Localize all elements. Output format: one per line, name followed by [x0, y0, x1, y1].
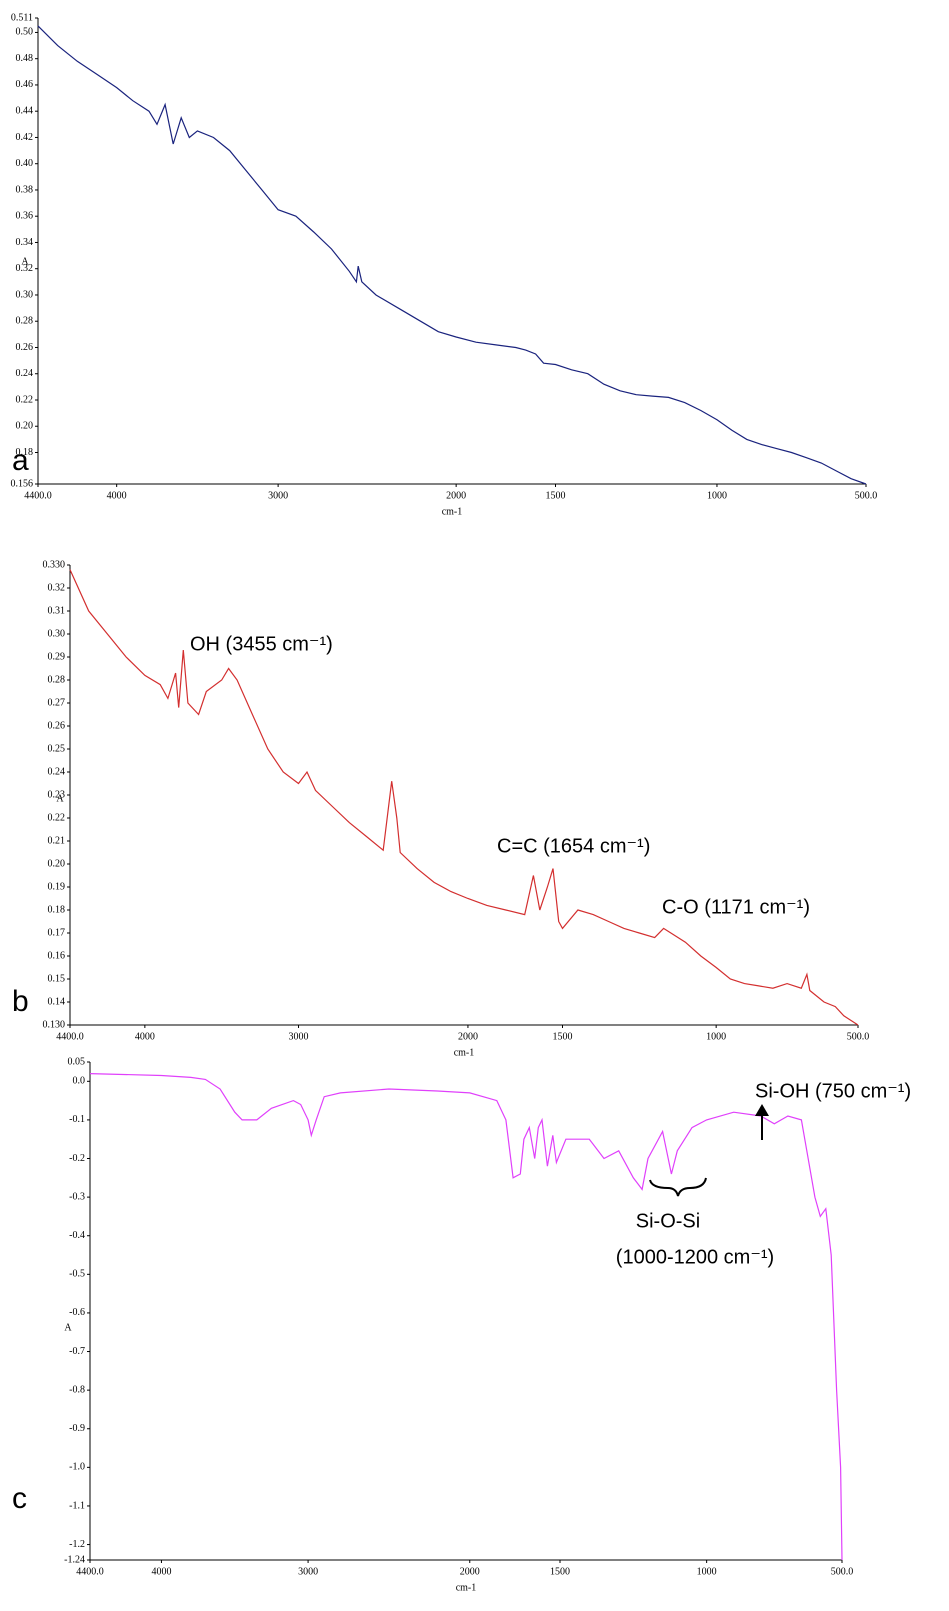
x-tick-label: 2000: [458, 1031, 478, 1042]
panel-label: b: [12, 985, 29, 1018]
y-tick-label: 0.28: [16, 316, 34, 327]
x-tick-label: 1500: [553, 1031, 573, 1042]
y-axis-label: A: [21, 256, 29, 267]
y-tick-label: 0.0: [73, 1076, 86, 1087]
spectrum-line: [89, 1073, 843, 1561]
x-tick-label: 4000: [135, 1031, 155, 1042]
y-tick-label: 0.130: [43, 1019, 66, 1030]
y-tick-label: 0.20: [16, 421, 34, 432]
y-tick-label: 0.30: [48, 628, 66, 639]
x-tick-label: 500.0: [855, 490, 878, 501]
y-tick-label: 0.16: [48, 950, 66, 961]
y-tick-label: 0.25: [48, 743, 66, 754]
y-tick-label: 0.32: [16, 263, 34, 274]
y-tick-label: 0.22: [48, 812, 66, 823]
y-tick-label: 0.46: [16, 79, 34, 90]
y-tick-label: 0.15: [48, 973, 66, 984]
annotation: Si-O-Si: [636, 1210, 700, 1232]
y-tick-label: 0.21: [48, 835, 66, 846]
y-tick-label: 0.19: [48, 881, 66, 892]
y-tick-label: 0.26: [48, 720, 66, 731]
x-tick-label: 1000: [706, 1031, 726, 1042]
y-tick-label: 0.14: [48, 996, 66, 1007]
x-tick-label: 4000: [107, 490, 127, 501]
y-tick-label: 0.26: [16, 342, 34, 353]
y-tick-label: 0.17: [48, 927, 66, 938]
y-tick-label: -0.8: [69, 1384, 85, 1395]
y-tick-label: 0.29: [48, 651, 66, 662]
y-tick-label: 0.31: [48, 605, 66, 616]
y-tick-label: -0.9: [69, 1423, 85, 1434]
x-tick-label: 1000: [707, 490, 727, 501]
x-tick-label: 4400.0: [76, 1566, 104, 1577]
y-tick-label: 0.511: [11, 12, 33, 23]
y-tick-label: 0.20: [48, 858, 66, 869]
x-tick-label: 500.0: [831, 1566, 854, 1577]
y-tick-label: 0.22: [16, 394, 34, 405]
x-tick-label: 2000: [446, 490, 466, 501]
x-tick-label: 4000: [151, 1566, 171, 1577]
x-axis-label: cm-1: [442, 506, 463, 517]
x-tick-label: 1000: [697, 1566, 717, 1577]
annotation: OH (3455 cm⁻¹): [190, 633, 333, 655]
y-tick-label: 0.28: [48, 674, 66, 685]
annotation: C=C (1654 cm⁻¹): [497, 835, 650, 857]
x-tick-label: 500.0: [847, 1031, 870, 1042]
y-tick-label: 0.18: [16, 447, 34, 458]
x-tick-label: 4400.0: [24, 490, 52, 501]
y-tick-label: -1.0: [69, 1462, 85, 1473]
y-tick-label: 0.24: [48, 766, 66, 777]
y-tick-label: 0.24: [16, 368, 34, 379]
y-tick-label: -1.24: [64, 1554, 85, 1565]
annotation: Si-OH (750 cm⁻¹): [755, 1080, 911, 1102]
x-tick-label: 1500: [546, 490, 566, 501]
spectrum-line: [37, 25, 867, 485]
y-tick-label: -1.1: [69, 1500, 85, 1511]
annotation: (1000-1200 cm⁻¹): [616, 1246, 774, 1268]
y-tick-label: 0.27: [48, 697, 66, 708]
y-tick-label: 0.40: [16, 158, 34, 169]
y-axis-label: A: [56, 793, 64, 804]
brace: [649, 1177, 707, 1197]
y-tick-label: -0.7: [69, 1346, 85, 1357]
x-axis-label: cm-1: [454, 1047, 475, 1058]
y-tick-label: -0.4: [69, 1230, 85, 1241]
y-tick-label: -0.2: [69, 1153, 85, 1164]
annotation: C-O (1171 cm⁻¹): [662, 896, 810, 918]
y-tick-label: 0.36: [16, 211, 34, 222]
x-tick-label: 3000: [289, 1031, 309, 1042]
y-tick-label: 0.18: [48, 904, 66, 915]
y-tick-label: 0.38: [16, 184, 34, 195]
x-tick-label: 3000: [298, 1566, 318, 1577]
x-tick-label: 4400.0: [56, 1031, 84, 1042]
panel-label: a: [12, 444, 29, 477]
y-tick-label: 0.156: [11, 478, 34, 489]
x-tick-label: 1500: [550, 1566, 570, 1577]
x-axis-label: cm-1: [456, 1582, 477, 1593]
y-tick-label: -0.6: [69, 1307, 85, 1318]
y-tick-label: 0.330: [43, 559, 66, 570]
y-tick-label: -1.2: [69, 1539, 85, 1550]
y-tick-label: 0.48: [16, 53, 34, 64]
y-tick-label: 0.50: [16, 27, 34, 38]
y-axis-label: A: [64, 1322, 72, 1333]
y-tick-label: 0.23: [48, 789, 66, 800]
y-tick-label: -0.5: [69, 1269, 85, 1280]
y-tick-label: -0.3: [69, 1191, 85, 1202]
y-tick-label: 0.30: [16, 289, 34, 300]
y-tick-label: -0.1: [69, 1114, 85, 1125]
y-tick-label: 0.05: [68, 1056, 86, 1067]
x-tick-label: 2000: [460, 1566, 480, 1577]
spectrum-line: [69, 569, 859, 1026]
y-tick-label: 0.34: [16, 237, 34, 248]
x-tick-label: 3000: [268, 490, 288, 501]
y-tick-label: 0.44: [16, 105, 34, 116]
arrow-head: [755, 1104, 769, 1116]
y-tick-label: 0.32: [48, 582, 66, 593]
panel-label: c: [12, 1482, 27, 1515]
y-tick-label: 0.42: [16, 132, 34, 143]
